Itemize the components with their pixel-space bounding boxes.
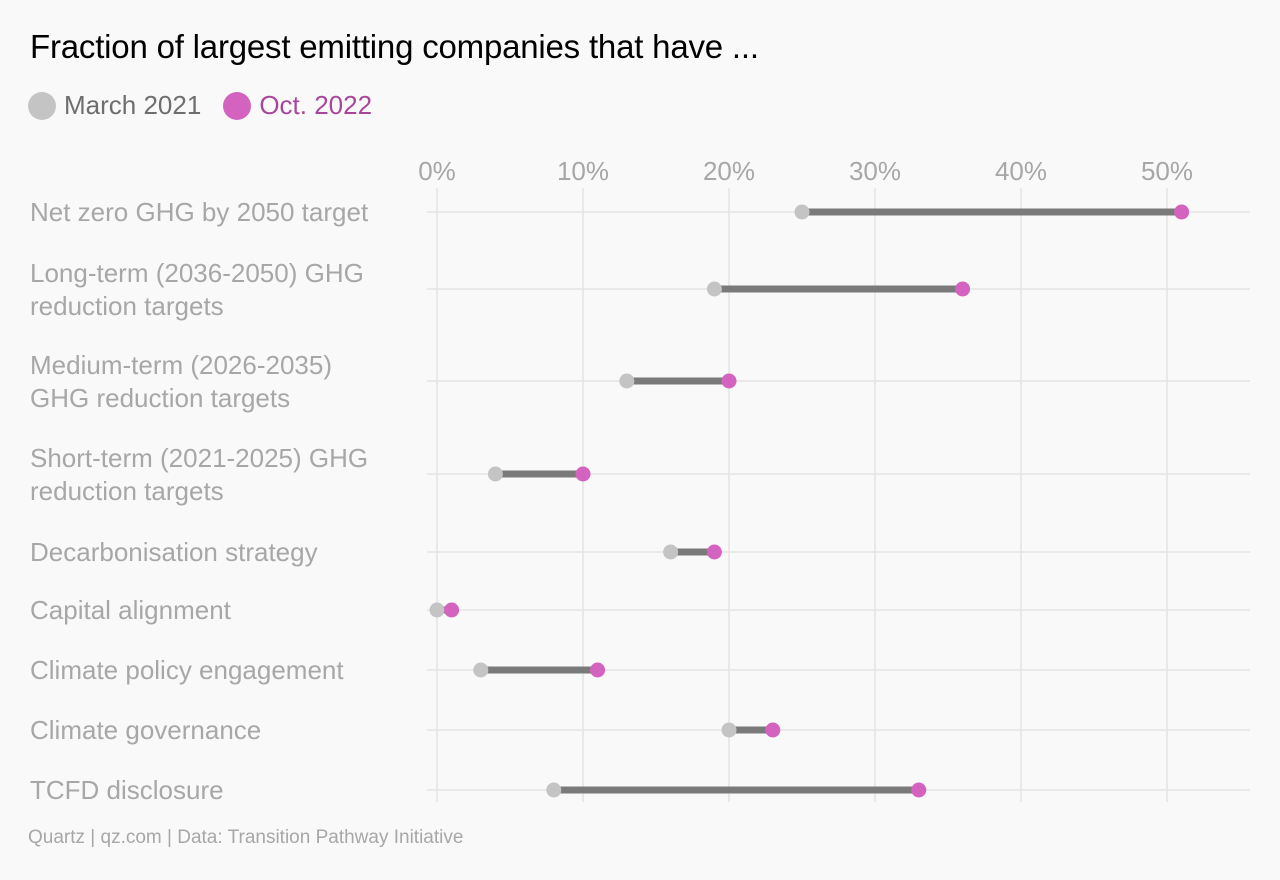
- point-march-2021: [546, 782, 562, 798]
- gridlines: [436, 188, 1168, 802]
- legend-item-oct-2022: Oct. 2022: [223, 90, 372, 121]
- point-oct-2022: [706, 544, 722, 560]
- point-oct-2022: [444, 602, 460, 618]
- x-axis-tick-labels: 0% 10% 20% 30% 40% 50%: [418, 156, 1193, 186]
- legend-swatch-march-2021: [28, 91, 56, 120]
- source-credit: Quartz | qz.com | Data: Transition Pathw…: [28, 827, 464, 848]
- category-label: Capital alignment: [30, 595, 232, 625]
- category-labels: Net zero GHG by 2050 target Long-term (20…: [30, 197, 369, 805]
- legend-swatch-oct-2022: [223, 91, 252, 120]
- category-label: Short-term (2021-2025) GHG: [30, 443, 368, 473]
- point-march-2021: [663, 544, 679, 560]
- point-oct-2022: [1174, 204, 1190, 220]
- x-tick-label-20: 20%: [703, 156, 755, 186]
- point-march-2021: [429, 602, 445, 618]
- category-label: Net zero GHG by 2050 target: [30, 197, 369, 227]
- x-tick-label-0: 0%: [418, 156, 456, 186]
- x-tick-label-50: 50%: [1141, 156, 1193, 186]
- point-march-2021: [487, 466, 503, 482]
- category-label: Climate policy engagement: [30, 655, 344, 685]
- dumbbell-marks: [429, 204, 1190, 798]
- category-label: Medium-term (2026-2035): [30, 350, 332, 380]
- category-label: Climate governance: [30, 715, 261, 745]
- category-label: reduction targets: [30, 291, 224, 321]
- chart-title: Fraction of largest emitting companies t…: [30, 28, 759, 65]
- point-march-2021: [721, 722, 737, 738]
- x-tick-label-40: 40%: [995, 156, 1047, 186]
- category-label: GHG reduction targets: [30, 383, 290, 413]
- point-march-2021: [473, 662, 489, 678]
- point-oct-2022: [575, 466, 591, 482]
- point-oct-2022: [765, 722, 781, 738]
- point-oct-2022: [955, 281, 971, 297]
- point-march-2021: [619, 373, 635, 389]
- x-tick-label-10: 10%: [557, 156, 609, 186]
- x-tick-label-30: 30%: [849, 156, 901, 186]
- legend-label-oct-2022: Oct. 2022: [259, 90, 373, 120]
- category-label: reduction targets: [30, 476, 224, 506]
- point-march-2021: [794, 204, 810, 220]
- row-baselines: [427, 211, 1250, 791]
- category-label: Decarbonisation strategy: [30, 537, 318, 567]
- category-label: Long-term (2036-2050) GHG: [30, 258, 364, 288]
- legend-label-march-2021: March 2021: [64, 90, 202, 120]
- point-oct-2022: [721, 373, 737, 389]
- category-label: TCFD disclosure: [30, 775, 224, 805]
- point-oct-2022: [911, 782, 927, 798]
- point-oct-2022: [590, 662, 606, 678]
- point-march-2021: [706, 281, 722, 297]
- legend: March 2021 Oct. 2022: [28, 90, 394, 121]
- legend-item-march-2021: March 2021: [28, 90, 201, 121]
